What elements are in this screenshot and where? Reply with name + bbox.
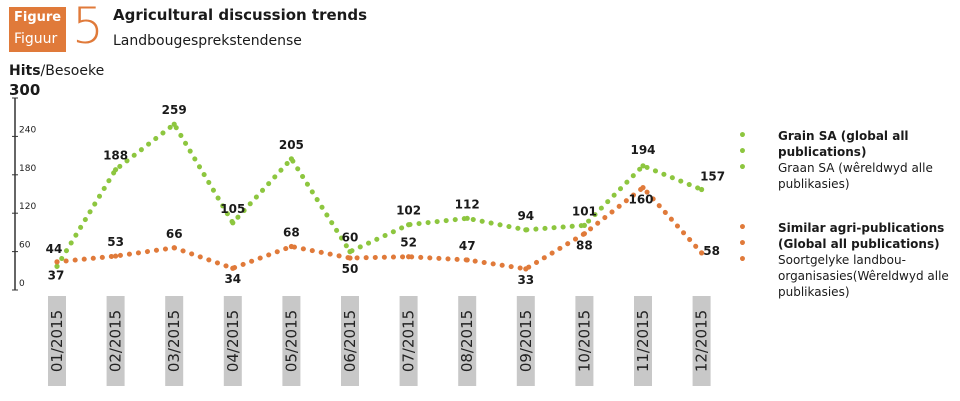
x-tick-label: 02/2015 (107, 310, 125, 372)
data-point-orange (406, 254, 412, 260)
data-label-orange: 88 (576, 239, 593, 253)
series-line-orange (54, 184, 705, 272)
x-tick-label: 05/2015 (282, 310, 300, 372)
x-tick-box (106, 296, 125, 386)
y-axis-unit-rest: /Besoeke (40, 63, 105, 79)
legend-green-af: Graan SA (wêreldwyd alle publikasies) (778, 161, 933, 191)
data-label-orange: 58 (703, 244, 720, 258)
data-label-green: 102 (396, 204, 421, 218)
data-label-green: 194 (630, 143, 655, 157)
data-point-orange (230, 265, 236, 271)
data-point-orange (171, 245, 177, 251)
data-label-orange: 50 (342, 262, 359, 276)
data-label-green: 112 (455, 197, 480, 211)
legend-orange-en: Similar agri-publications (Global all pu… (778, 221, 945, 251)
data-label-green: 94 (517, 209, 534, 223)
x-tick-label: 10/2015 (575, 310, 593, 372)
chart-title-af: Landbougesprekstendense (113, 33, 302, 49)
x-tick-box (341, 296, 359, 386)
data-label-green: 188 (103, 149, 128, 163)
x-tick-box (165, 296, 184, 386)
data-point-green (230, 220, 236, 226)
x-tick-box (634, 296, 652, 386)
x-tick-label: 09/2015 (517, 310, 535, 372)
data-point-green (581, 222, 588, 228)
data-label-green: 105 (220, 202, 245, 216)
data-point-orange (347, 255, 353, 261)
figure-label-en: Figure (14, 10, 62, 25)
y-axis-unit: Hits/Besoeke (9, 63, 104, 79)
x-tick-label: 11/2015 (634, 310, 652, 372)
data-point-green (640, 163, 646, 169)
data-point-green (347, 249, 353, 255)
data-point-green (699, 186, 705, 193)
data-point-green (523, 227, 529, 233)
data-point-orange (699, 250, 705, 256)
data-point-orange (523, 266, 529, 272)
data-label-green: 60 (342, 231, 359, 245)
data-label-green: 101 (572, 204, 597, 218)
legend-orange-af: Soortgelyke landbou-organisasies(Wêreldw… (778, 253, 949, 299)
data-label-green: 37 (48, 268, 65, 282)
y-axis-max-label: 300 (9, 81, 41, 99)
y-tick-label: 0 (19, 279, 25, 289)
data-label-orange: 68 (283, 225, 300, 239)
y-tick-label: 180 (19, 164, 36, 174)
y-tick-label: 60 (19, 241, 31, 251)
x-tick-box (575, 296, 594, 386)
data-label-orange: 33 (517, 273, 534, 287)
data-point-green (406, 222, 412, 228)
x-tick-box (516, 296, 535, 386)
data-point-green (171, 121, 177, 127)
legend-green-en: Grain SA (global all publications) (778, 129, 909, 159)
x-tick-box (399, 296, 418, 386)
data-point-orange (464, 257, 470, 263)
x-tick-box (223, 296, 242, 386)
x-tick-box (458, 296, 477, 386)
figure-number: 5 (72, 0, 104, 55)
data-point-green (113, 167, 119, 173)
data-point-orange (288, 243, 294, 250)
data-label-orange: 53 (107, 235, 124, 249)
data-label-orange: 52 (400, 236, 417, 250)
y-tick-label: 120 (19, 202, 36, 212)
data-point-orange (640, 185, 646, 191)
series-line-green (54, 120, 705, 269)
figure-label-af: Figuur (14, 31, 58, 47)
figure-badge: Figure Figuur (9, 7, 66, 52)
legend-swatch-green: • • • (738, 128, 750, 176)
data-label-orange: 66 (166, 227, 183, 241)
x-tick-label: 07/2015 (400, 310, 418, 372)
data-label-green: 205 (279, 138, 304, 152)
x-tick-label: 12/2015 (693, 310, 711, 372)
x-tick-box (692, 296, 711, 386)
x-tick-box (282, 296, 301, 386)
data-label-orange: 47 (459, 239, 476, 253)
x-tick-label: 08/2015 (458, 310, 476, 372)
data-label-green: 259 (162, 103, 187, 117)
y-axis-unit-bold: Hits (9, 63, 41, 79)
x-tick-box (48, 296, 66, 386)
y-tick-label: 240 (19, 125, 36, 135)
data-label-orange: 34 (224, 272, 241, 286)
data-label-green: 157 (700, 170, 725, 184)
data-point-orange (113, 253, 119, 259)
x-tick-label: 06/2015 (341, 310, 359, 372)
data-point-orange (54, 259, 60, 265)
data-label-orange: 160 (628, 193, 653, 207)
data-point-green (464, 215, 470, 221)
data-point-green (54, 263, 60, 269)
x-tick-label: 01/2015 (48, 310, 66, 372)
legend-swatch-orange: • • • (738, 220, 750, 268)
chart-title-en: Agricultural discussion trends (113, 6, 367, 24)
x-tick-label: 04/2015 (224, 310, 242, 372)
data-label-orange: 44 (46, 242, 63, 256)
data-point-green (288, 156, 294, 162)
data-point-orange (581, 231, 588, 237)
x-tick-label: 03/2015 (165, 310, 183, 372)
